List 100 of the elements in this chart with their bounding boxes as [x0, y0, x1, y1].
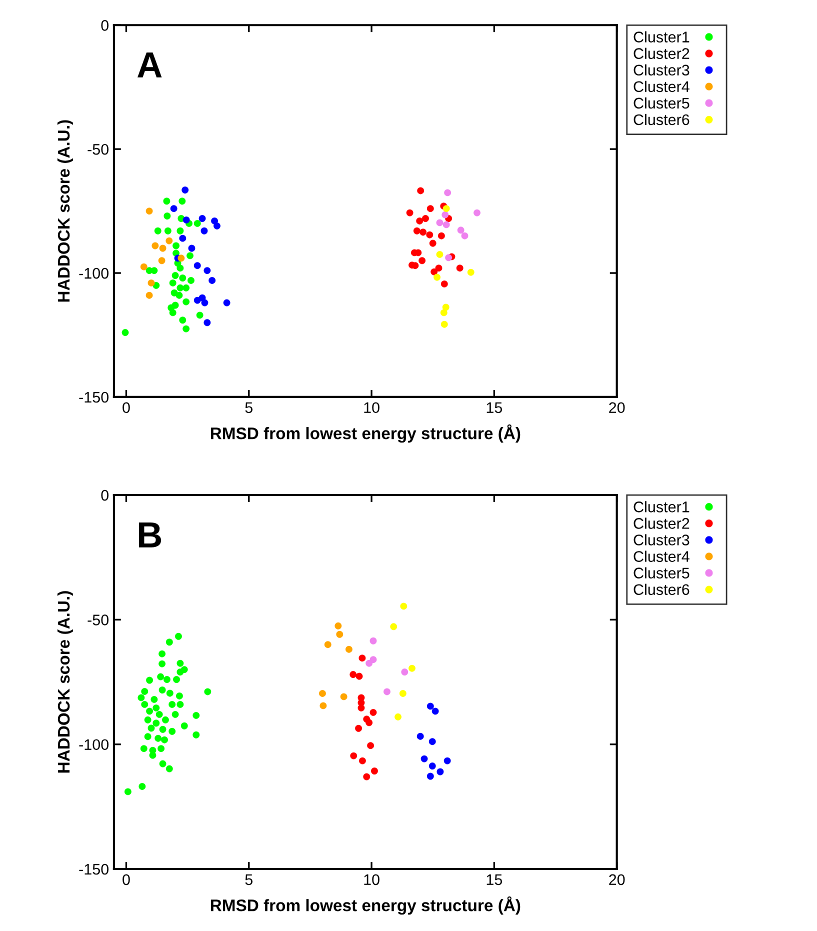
point [208, 276, 216, 284]
point [350, 752, 358, 760]
y-tick-label: -150 [79, 864, 109, 875]
point [182, 325, 190, 332]
y-tick-label: -150 [79, 392, 109, 403]
point [436, 219, 444, 226]
legend-label: Cluster1 [634, 31, 690, 42]
point [168, 700, 176, 708]
point [371, 768, 378, 774]
x-tick-label: 0 [122, 874, 130, 886]
point [430, 268, 438, 276]
point [445, 254, 452, 262]
point [158, 650, 166, 658]
point [182, 216, 190, 224]
point [192, 731, 200, 738]
y-axis-title: HADDOCK score (A.U.) [57, 591, 73, 773]
point [146, 292, 153, 299]
point [124, 788, 132, 796]
point [367, 742, 374, 750]
legend-label: Cluster5 [634, 97, 690, 109]
point [170, 205, 178, 212]
annotation: A [137, 52, 162, 78]
y-tick-label: 0 [101, 490, 109, 501]
point [198, 215, 206, 222]
point [384, 688, 390, 696]
point [428, 762, 436, 770]
point [426, 231, 434, 238]
point [176, 700, 184, 708]
annotation: B [139, 522, 162, 548]
point [370, 637, 377, 644]
point [163, 676, 170, 683]
point [154, 227, 162, 234]
point [358, 654, 366, 662]
point [152, 720, 160, 727]
point [176, 660, 184, 667]
point [201, 299, 208, 306]
point [432, 708, 439, 715]
point [161, 736, 168, 744]
point [370, 708, 377, 716]
point [429, 240, 436, 247]
point [444, 189, 452, 196]
point [144, 716, 152, 724]
point [176, 668, 184, 676]
point [140, 263, 148, 270]
point [163, 198, 170, 205]
point [182, 298, 190, 306]
point [166, 638, 173, 646]
point [178, 198, 186, 205]
point [122, 329, 129, 336]
point [474, 209, 480, 216]
point [146, 208, 153, 215]
point [366, 660, 373, 667]
point [176, 284, 184, 292]
point [426, 702, 434, 710]
point [467, 268, 474, 276]
point [358, 757, 366, 764]
x-tick-label: 15 [486, 402, 502, 414]
x-tick-label: 0 [122, 402, 130, 414]
point [150, 267, 158, 274]
point [166, 765, 173, 772]
point [172, 302, 179, 309]
point [336, 630, 344, 638]
point [149, 752, 156, 759]
point [320, 702, 327, 710]
point [461, 232, 468, 240]
point [169, 279, 176, 286]
point [138, 782, 146, 790]
point [457, 226, 464, 234]
legend-label: Cluster6 [634, 114, 690, 126]
point [180, 722, 188, 730]
point [148, 724, 155, 732]
point [340, 693, 348, 700]
point [141, 700, 148, 708]
point [442, 205, 450, 212]
point [140, 745, 148, 752]
point [363, 773, 370, 780]
point [188, 244, 196, 252]
point [157, 673, 164, 680]
point [434, 274, 441, 281]
point [159, 244, 166, 252]
point [172, 272, 179, 279]
y-tick-label: -100 [79, 739, 109, 750]
point [158, 686, 166, 694]
point [413, 227, 420, 234]
point [148, 279, 155, 286]
point [172, 710, 179, 718]
point [399, 690, 406, 697]
legend-label: Cluster6 [634, 584, 690, 596]
point [204, 688, 212, 696]
y-axis-title: HADDOCK score (A.U.) [57, 120, 73, 302]
point [150, 696, 158, 703]
point [417, 187, 424, 194]
point [214, 222, 220, 230]
point [358, 704, 365, 712]
legend-label: Cluster2 [634, 518, 690, 529]
point [194, 220, 201, 227]
x-axis-title: RMSD from lowest energy structure (Å) [210, 896, 520, 915]
point [179, 274, 186, 282]
point [158, 745, 165, 752]
x-tick-label: 5 [245, 874, 252, 886]
